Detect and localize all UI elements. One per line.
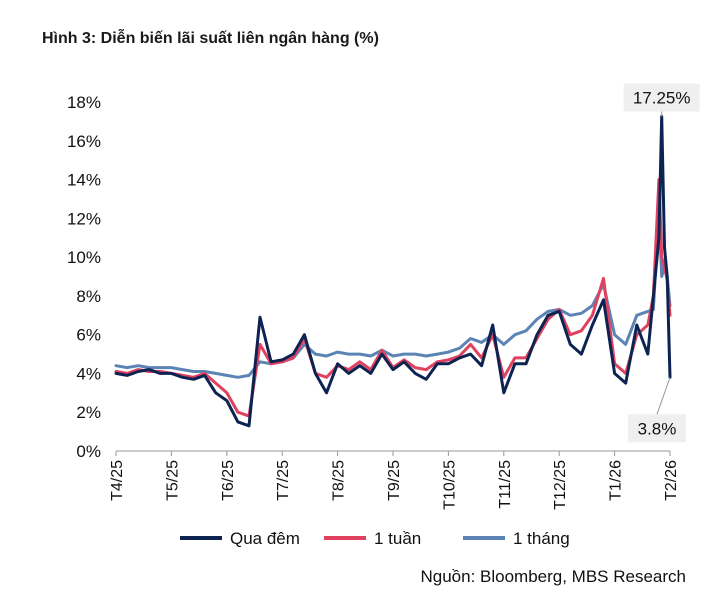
x-tick-label: T4/25	[109, 460, 126, 501]
legend-label: Qua đêm	[230, 529, 300, 548]
x-tick-label: T5/25	[164, 460, 181, 501]
x-tick-label: T1/26	[608, 460, 625, 501]
callout-label: 17.25%	[633, 89, 691, 108]
y-tick-label: 0%	[76, 442, 101, 461]
x-tick-label: T12/25	[552, 460, 569, 510]
legend-label: 1 tháng	[513, 529, 570, 548]
series-line-1	[114, 115, 672, 428]
x-tick-label: T6/25	[220, 460, 237, 501]
x-tick-label: T9/25	[386, 460, 403, 501]
y-tick-label: 6%	[76, 326, 101, 345]
callout-box	[623, 83, 700, 112]
y-tick-label: 16%	[67, 132, 101, 151]
y-tick-label: 2%	[76, 403, 101, 422]
y-axis: 0% 2% 4% 6% 8% 10% 12% 14% 16% 18%	[67, 93, 101, 461]
x-tick-label: T11/25	[497, 460, 514, 509]
x-tick-label: T7/25	[275, 460, 292, 501]
x-tick-label: T8/25	[331, 460, 348, 501]
y-tick-label: 18%	[67, 93, 101, 112]
x-axis: T4/25 T5/25 T6/25 T7/25 T8/25 T9/25 T10/25 T11/…	[109, 450, 680, 510]
callout-leader	[656, 377, 671, 415]
y-tick-label: 12%	[67, 209, 101, 228]
series-line-3	[114, 207, 672, 379]
callout-label: 3.8%	[638, 419, 677, 438]
y-tick-label: 4%	[76, 364, 101, 383]
x-tick-label: T10/25	[441, 460, 458, 510]
annotations: 17.25% 3.8%	[623, 83, 700, 443]
source-note: Nguồn: Bloomberg, MBS Research	[420, 567, 686, 586]
x-tick-label: T2/26	[663, 460, 680, 501]
y-tick-label: 14%	[67, 171, 101, 190]
chart-title: Hình 3: Diễn biến lãi suất liên ngân hàn…	[42, 30, 379, 47]
y-tick-label: 8%	[76, 287, 101, 306]
legend-label: 1 tuần	[374, 529, 421, 548]
y-tick-label: 10%	[67, 248, 101, 267]
callout-box	[628, 414, 686, 443]
legend: Qua đêm 1 tuần 1 tháng	[180, 529, 570, 548]
series-line-2	[114, 178, 672, 418]
series-lines	[114, 115, 672, 428]
